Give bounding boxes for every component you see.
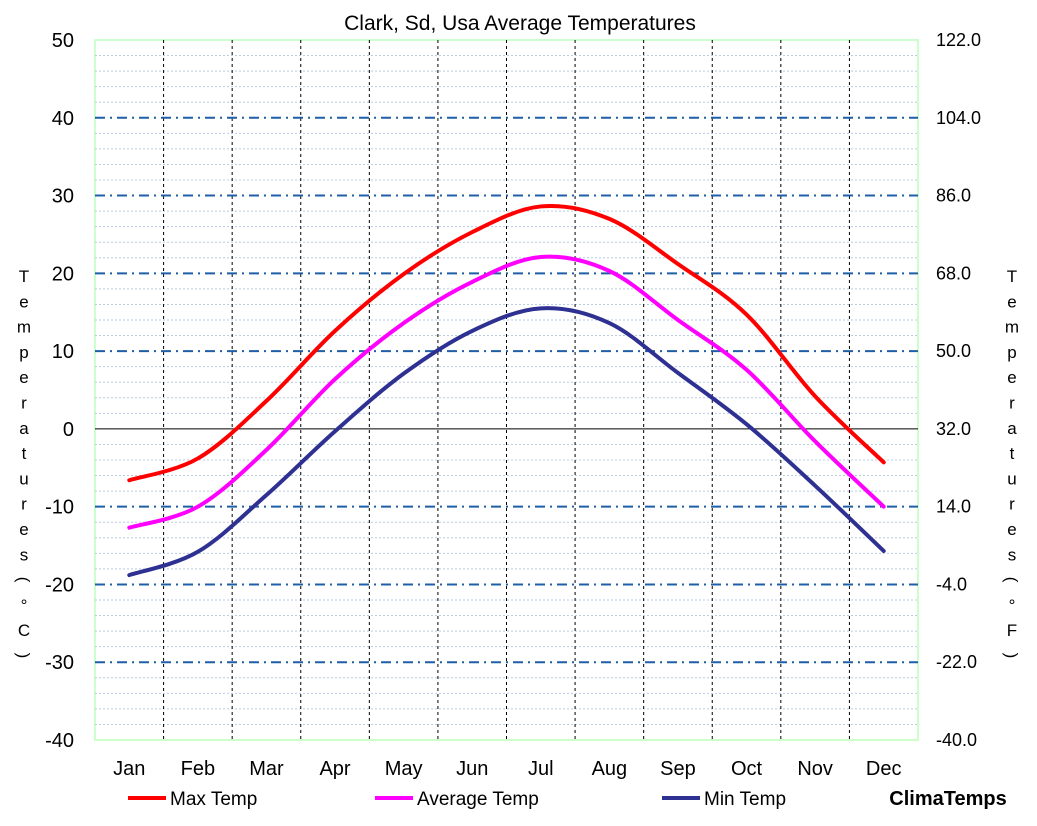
x-tick-label: Dec <box>866 758 902 780</box>
axis-title-char: e <box>1007 368 1016 387</box>
axis-title-char: T <box>19 267 29 286</box>
axis-title-char: C <box>18 621 30 640</box>
y-tick-label-left: 0 <box>63 419 74 441</box>
axis-title-char: p <box>19 343 28 362</box>
y-tick-label-right: 32.0 <box>936 419 971 439</box>
y-tick-label-left: 30 <box>52 186 74 208</box>
axis-title-char: r <box>1009 394 1015 413</box>
axis-title-char: T <box>1007 267 1017 286</box>
y-tick-label-left: -40 <box>45 730 74 752</box>
y-tick-label-left: 20 <box>52 263 74 285</box>
x-tick-label: Apr <box>319 758 350 780</box>
y-tick-label-left: -10 <box>45 497 74 519</box>
axis-title-char: ) <box>1002 653 1021 659</box>
axis-title-char: e <box>19 292 28 311</box>
y-tick-label-right: -4.0 <box>936 574 967 594</box>
x-tick-label: Feb <box>181 758 215 780</box>
axis-title-char: ) <box>14 653 33 659</box>
y-tick-label-left: -30 <box>45 652 74 674</box>
y-tick-label-left: 40 <box>52 108 74 130</box>
axis-title-char: s <box>20 545 29 564</box>
x-tick-label: Aug <box>592 758 628 780</box>
axis-title-char: a <box>1007 419 1017 438</box>
legend-label: Max Temp <box>170 789 257 810</box>
axis-title-char: s <box>1008 545 1017 564</box>
axis-title-char: t <box>1010 444 1015 463</box>
legend-label: Average Temp <box>417 789 539 810</box>
y-tick-label-right: 86.0 <box>936 186 971 206</box>
y-tick-label-left: 50 <box>52 30 74 52</box>
x-tick-label: Jun <box>456 758 488 780</box>
y-tick-label-right: 50.0 <box>936 341 971 361</box>
y-tick-label-right: 122.0 <box>936 30 981 50</box>
axis-title-char: e <box>1007 520 1016 539</box>
axis-title-char: e <box>1007 292 1016 311</box>
axis-title-char: ( <box>14 577 33 583</box>
x-tick-label: Nov <box>797 758 833 780</box>
axis-title-char: e <box>19 520 28 539</box>
y-tick-label-right: 68.0 <box>936 263 971 283</box>
axis-title-char: u <box>1007 469 1016 488</box>
x-tick-label: Oct <box>731 758 763 780</box>
axis-title-char: ° <box>1009 596 1016 615</box>
y-tick-label-left: -20 <box>45 574 74 596</box>
legend-label: Min Temp <box>704 789 786 810</box>
axis-title-char: ( <box>1002 577 1021 583</box>
y-tick-label-right: -22.0 <box>936 652 977 672</box>
axis-title-char: r <box>1009 495 1015 514</box>
axis-title-char: r <box>21 495 27 514</box>
y-tick-label-right: 104.0 <box>936 108 981 128</box>
axis-title-char: m <box>17 318 31 337</box>
axis-title-char: m <box>1005 318 1019 337</box>
axis-title-char: e <box>19 368 28 387</box>
axis-title-char: a <box>19 419 29 438</box>
x-tick-label: Mar <box>249 758 284 780</box>
x-tick-label: Sep <box>660 758 696 780</box>
axis-title-char: r <box>21 394 27 413</box>
axis-title-char: t <box>22 444 27 463</box>
brand-logo: ClimaTemps <box>889 788 1006 810</box>
axis-title-char: ° <box>21 596 28 615</box>
y-tick-label-left: 10 <box>52 341 74 363</box>
x-tick-label: Jul <box>528 758 554 780</box>
chart-title: Clark, Sd, Usa Average Temperatures <box>344 12 696 35</box>
axis-title-char: p <box>1007 343 1016 362</box>
y-tick-label-right: -40.0 <box>936 730 977 750</box>
axis-title-char: u <box>19 469 28 488</box>
x-tick-label: Jan <box>113 758 145 780</box>
axis-title-char: F <box>1007 621 1017 640</box>
x-tick-label: May <box>385 758 423 780</box>
y-tick-label-right: 14.0 <box>936 497 971 517</box>
